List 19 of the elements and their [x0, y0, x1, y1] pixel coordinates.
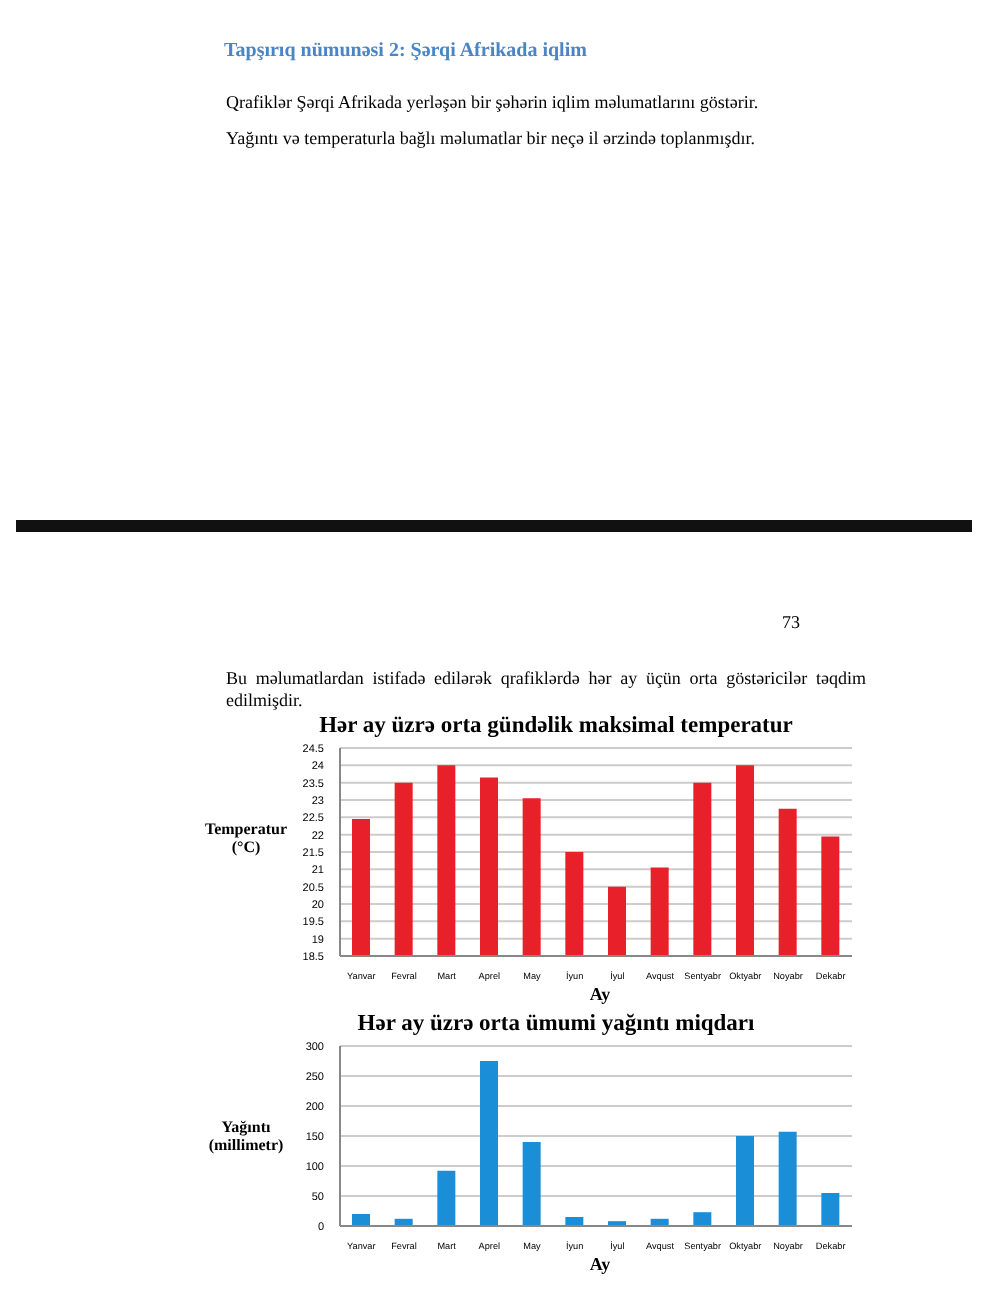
bar	[522, 1142, 541, 1226]
y-axis-title: Temperatur (°C)	[202, 820, 290, 856]
bar	[352, 1214, 370, 1226]
text: Tapşırıq nümunəsi 2: Şərqi Afrikada iqlim	[224, 40, 587, 62]
x-axis-title: Ay	[587, 984, 613, 1004]
text: Yağıntı və temperaturla bağlı məlumatlar bir neçə il ərzində toplanmışdır.	[226, 128, 756, 148]
text: Qrafiklər Şərqi Afrikada yerləşən bir şəhərin iqlim məlumatlarını göstərir.	[226, 92, 759, 112]
bar	[480, 1061, 498, 1226]
bar	[736, 1136, 754, 1226]
chart-title: Hər ay üzrə orta gündəlik maksimal temperatur	[317, 712, 795, 740]
chart-title: Hər ay üzrə orta ümumi yağıntı miqdarı	[355, 1010, 757, 1038]
bar	[437, 1170, 456, 1226]
y-axis-title: Yağıntı (millimetr)	[206, 1118, 286, 1154]
text: 73	[782, 612, 800, 632]
x-axis-title: Ay	[587, 1254, 613, 1274]
text: Bu məlumatlardan istifadə edilərək qrafiklərdə hər ay üçün orta göstəricilər təqdim edilmişdir.	[226, 668, 866, 712]
bar	[693, 1212, 712, 1226]
bar	[778, 1131, 797, 1226]
bar	[821, 1193, 840, 1226]
